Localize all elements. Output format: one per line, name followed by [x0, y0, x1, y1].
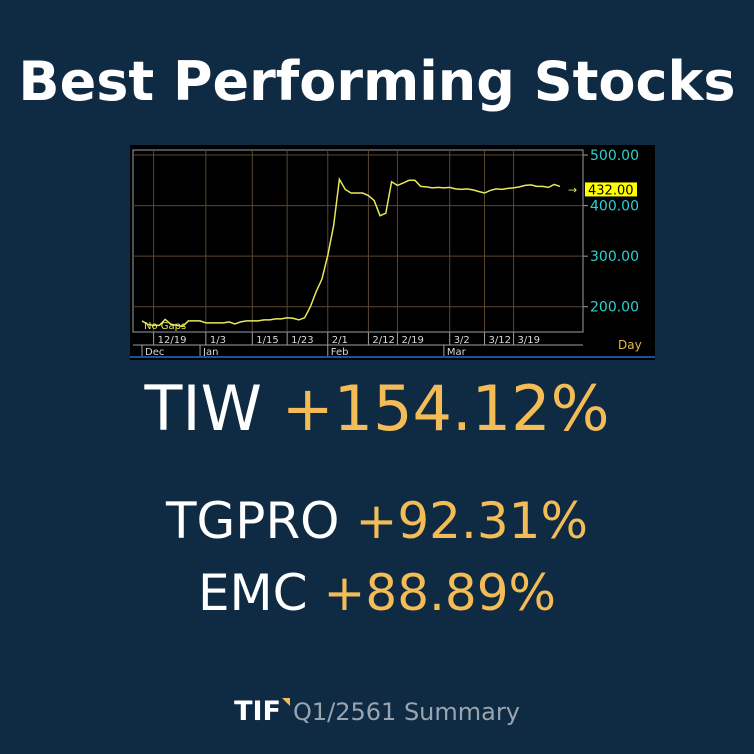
- x-tick-label: 2/12: [372, 335, 394, 346]
- x-axis: 12/19 1/3 1/15 1/23 2/1 2/12 2/19 3/2 3/12 3/19 De…: [133, 332, 583, 358]
- stock-ticker: TIW: [144, 372, 262, 445]
- last-value-arrow: →: [568, 183, 577, 196]
- y-tick-label: 200.00: [590, 300, 639, 316]
- stock-ticker: TGPRO: [166, 492, 340, 550]
- grid-lines: [133, 150, 583, 332]
- month-label: Dec: [145, 347, 164, 358]
- y-tick-label: 300.00: [590, 249, 639, 265]
- x-tick-label: 3/2: [454, 335, 470, 346]
- logo-corner-mark: [281, 698, 290, 706]
- month-label: Feb: [331, 347, 349, 358]
- x-tick-label: 1/3: [210, 335, 226, 346]
- y-axis: 200.00 300.00 400.00 500.00: [583, 148, 639, 316]
- stock-chart: 200.00 300.00 400.00 500.00 12/19 1/3 1/15 1/2…: [130, 145, 655, 360]
- stock-row-tgpro: TGPRO +92.31%: [0, 492, 754, 550]
- x-tick-label: 1/15: [256, 335, 278, 346]
- stock-row-tiw: TIW +154.12%: [0, 372, 754, 445]
- no-gaps-label: No Gaps: [144, 321, 186, 332]
- logo-text: TIF: [234, 696, 281, 727]
- x-tick-label: 2/19: [401, 335, 423, 346]
- x-tick-label: 3/12: [489, 335, 511, 346]
- stock-change: +92.31%: [355, 492, 588, 550]
- y-tick-label: 400.00: [590, 199, 639, 215]
- chart-background: [130, 145, 655, 360]
- month-label: Jan: [202, 347, 218, 358]
- footer-subtitle: Q1/2561 Summary: [292, 698, 520, 726]
- last-value-marker: → 432.00: [568, 182, 637, 198]
- stock-change: +88.89%: [323, 564, 557, 622]
- x-tick-label: 2/1: [332, 335, 348, 346]
- period-label: Day: [618, 338, 642, 352]
- stock-ticker: EMC: [197, 564, 308, 622]
- y-tick-label: 500.00: [590, 148, 639, 164]
- month-label: Mar: [447, 347, 467, 358]
- stock-change: +154.12%: [281, 372, 610, 445]
- last-value-background: [585, 182, 637, 197]
- price-line: [141, 176, 561, 328]
- tif-logo: TIF: [234, 696, 290, 727]
- page-title: Best Performing Stocks: [18, 50, 736, 113]
- stock-row-emc: EMC +88.89%: [0, 564, 754, 622]
- x-tick-label: 12/19: [158, 335, 187, 346]
- plot-area-border: [132, 149, 584, 333]
- chart-svg: 200.00 300.00 400.00 500.00 12/19 1/3 1/15 1/2…: [130, 145, 655, 360]
- x-tick-label: 1/23: [291, 335, 313, 346]
- last-value-label: 432.00: [588, 183, 634, 198]
- footer: TIF Q1/2561 Summary: [0, 696, 754, 727]
- x-tick-label: 3/19: [518, 335, 540, 346]
